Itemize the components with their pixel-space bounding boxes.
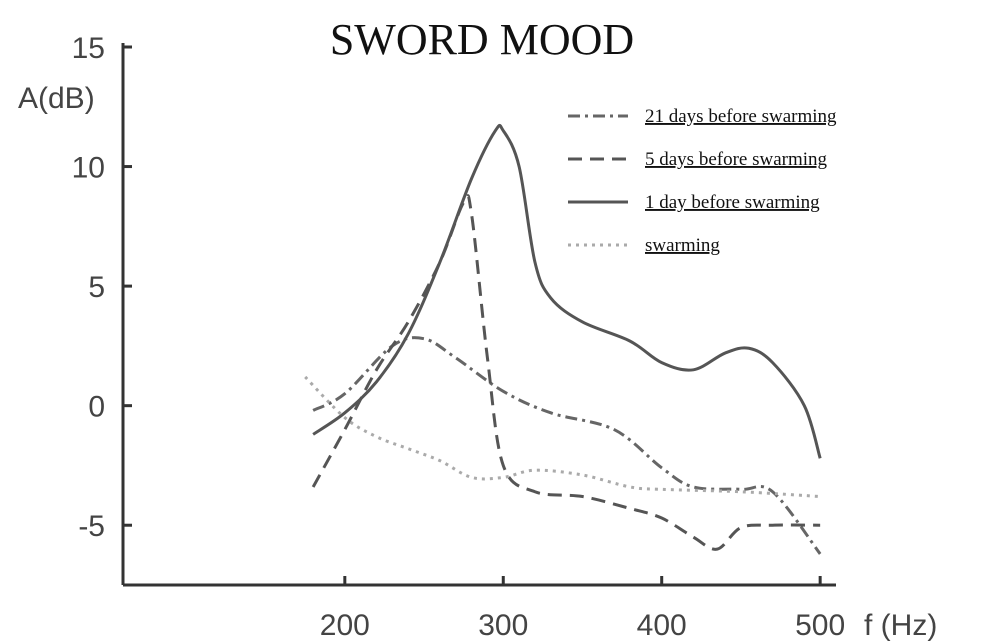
x-axis-label: f (Hz) xyxy=(864,609,937,642)
legend-label: swarming xyxy=(645,235,720,256)
chart-title: SWORD MOOD xyxy=(330,15,634,64)
x-tick-label: 200 xyxy=(320,609,370,642)
legend-label: 5 days before swarming xyxy=(645,149,828,170)
y-tick-label: 15 xyxy=(72,32,105,65)
legend-label: 1 day before swarming xyxy=(645,192,820,213)
y-tick-label: 10 xyxy=(72,152,105,185)
x-tick-label: 500 xyxy=(795,609,845,642)
line-series xyxy=(311,194,821,551)
y-tick-label: 0 xyxy=(88,391,105,424)
line-series xyxy=(312,336,822,555)
y-tick-label: -5 xyxy=(78,510,105,543)
line-series xyxy=(304,375,821,499)
x-tick-label: 300 xyxy=(478,609,528,642)
y-axis-label: A(dB) xyxy=(18,82,95,115)
line-series xyxy=(312,123,822,459)
legend-label: 21 days before swarming xyxy=(645,106,837,127)
x-tick-label: 400 xyxy=(637,609,687,642)
y-tick-label: 5 xyxy=(88,271,105,304)
